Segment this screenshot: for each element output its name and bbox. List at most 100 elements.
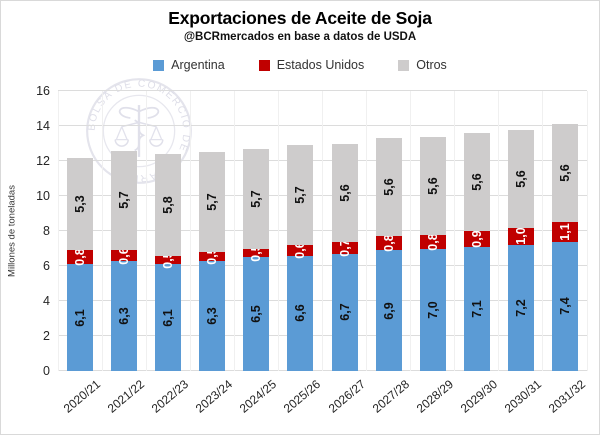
bar-value-label: 6,6 bbox=[293, 304, 308, 322]
x-gridline bbox=[322, 91, 323, 371]
legend-item-argentina: Argentina bbox=[153, 58, 225, 72]
x-gridline bbox=[410, 91, 412, 371]
y-tick-label: 8 bbox=[43, 224, 50, 238]
bar-value-label: 5,6 bbox=[469, 173, 484, 191]
bar-segment-otros: 5,6 bbox=[551, 124, 578, 223]
bar-segment-estados-unidos: 0,8 bbox=[67, 248, 94, 266]
bar-value-label: 5,7 bbox=[293, 186, 308, 204]
bar-value-label: 5,8 bbox=[161, 196, 176, 214]
x-gridline bbox=[277, 91, 279, 371]
y-tick-label: 10 bbox=[36, 189, 50, 203]
bar-value-label: 0,7 bbox=[337, 238, 352, 257]
bar-segment-estados-unidos: 1,1 bbox=[551, 222, 578, 242]
x-axis-label-2020/21: 2020/21 bbox=[60, 377, 104, 416]
bar-value-label: 0,8 bbox=[381, 234, 396, 252]
x-gridline bbox=[233, 91, 235, 371]
bar-segment-estados-unidos: 0,8 bbox=[419, 232, 446, 251]
bar-2021/22: 6,3 0,6 5,7 bbox=[102, 91, 146, 371]
x-gridline bbox=[454, 91, 456, 371]
x-gridline bbox=[542, 91, 544, 371]
bar-segment-argentina: 7,1 bbox=[463, 246, 490, 371]
x-gridline bbox=[101, 91, 103, 371]
bar-value-label: 0,9 bbox=[469, 230, 484, 248]
bar-segment-otros: 5,8 bbox=[155, 154, 182, 256]
x-gridline bbox=[189, 91, 191, 371]
bar-2023/24: 6,3 0,5 5,7 bbox=[190, 91, 234, 371]
bar-segment-argentina: 6,3 bbox=[199, 260, 226, 371]
bar-2020/21: 6,1 0,8 5,3 bbox=[58, 91, 102, 371]
x-axis-label-2027/28: 2027/28 bbox=[369, 377, 412, 416]
bar-value-label: 5,6 bbox=[425, 176, 440, 195]
bar-value-label: 7,4 bbox=[557, 297, 572, 315]
bar-segment-argentina: 6,5 bbox=[243, 257, 270, 371]
x-gridline bbox=[366, 91, 368, 371]
x-axis-label-2028/29: 2028/29 bbox=[413, 377, 456, 416]
bar-segment-otros: 5,6 bbox=[331, 143, 358, 242]
bar-segment-argentina: 6,3 bbox=[111, 260, 138, 371]
legend-label-argentina: Argentina bbox=[171, 58, 225, 72]
bar-value-label: 5,6 bbox=[557, 164, 572, 182]
y-tick-label: 0 bbox=[43, 364, 50, 378]
x-axis-label-2029/30: 2029/30 bbox=[457, 377, 500, 416]
legend-label-otros: Otros bbox=[416, 58, 447, 72]
legend-label-estados-unidos: Estados Unidos bbox=[276, 58, 365, 72]
bar-value-label: 7,2 bbox=[513, 299, 528, 317]
x-axis-label-2023/24: 2023/24 bbox=[193, 377, 236, 416]
x-axis-label-2021/22: 2021/22 bbox=[104, 377, 148, 416]
y-tick-label: 14 bbox=[36, 119, 50, 133]
bar-2025/26: 6,6 0,6 5,7 bbox=[278, 91, 322, 371]
bar-value-label: 7,0 bbox=[425, 301, 440, 319]
chart-title: Exportaciones de Aceite de Soja bbox=[168, 8, 432, 28]
x-gridline bbox=[145, 91, 147, 371]
bar-value-label: 0,8 bbox=[425, 232, 440, 251]
y-tick-label: 12 bbox=[36, 154, 50, 168]
bar-segment-estados-unidos: 0,5 bbox=[155, 251, 182, 269]
bar-segment-estados-unidos: 0,5 bbox=[243, 244, 270, 262]
bar-segment-estados-unidos: 0,5 bbox=[199, 248, 226, 265]
bar-value-label: 1,0 bbox=[513, 227, 528, 245]
bar-value-label: 5,7 bbox=[117, 191, 132, 210]
bar-segment-argentina: 6,9 bbox=[375, 250, 402, 371]
bar-segment-otros: 5,6 bbox=[463, 133, 490, 231]
bar-segment-argentina: 7,4 bbox=[551, 241, 578, 371]
bar-value-label: 5,7 bbox=[249, 189, 264, 208]
x-gridline bbox=[57, 91, 59, 371]
bar-segment-estados-unidos: 0,8 bbox=[375, 234, 402, 252]
legend-swatch-otros bbox=[398, 59, 410, 71]
bar-value-label: 5,6 bbox=[513, 169, 528, 188]
y-gridline bbox=[58, 90, 587, 91]
bar-segment-estados-unidos: 0,9 bbox=[463, 230, 490, 248]
legend: Argentina Estados Unidos Otros bbox=[1, 58, 599, 72]
bar-value-label: 5,6 bbox=[337, 183, 352, 202]
bar-value-label: 6,9 bbox=[381, 301, 396, 320]
bar-segment-otros: 5,6 bbox=[507, 129, 534, 228]
bar-segment-argentina: 7,2 bbox=[507, 245, 534, 371]
x-gridline bbox=[498, 91, 500, 371]
legend-swatch-argentina bbox=[153, 59, 165, 71]
bar-value-label: 6,1 bbox=[161, 308, 176, 327]
y-tick-label: 6 bbox=[43, 259, 50, 273]
bar-2024/25: 6,5 0,5 5,7 bbox=[234, 91, 278, 371]
bar-value-label: 6,5 bbox=[249, 305, 264, 323]
bar-segment-otros: 5,7 bbox=[199, 152, 226, 252]
bar-segment-otros: 5,6 bbox=[419, 136, 446, 235]
bar-2029/30: 7,1 0,9 5,6 bbox=[455, 91, 499, 371]
bar-2030/31: 7,2 1,0 5,6 bbox=[499, 91, 543, 371]
bar-segment-estados-unidos: 0,7 bbox=[331, 238, 358, 257]
x-axis-label-2025/26: 2025/26 bbox=[281, 377, 324, 416]
bar-segment-otros: 5,6 bbox=[375, 138, 402, 237]
bar-value-label: 5,7 bbox=[205, 193, 220, 211]
bar-segment-otros: 5,7 bbox=[287, 145, 314, 245]
bar-segment-otros: 5,7 bbox=[111, 150, 138, 251]
bar-segment-argentina: 6,1 bbox=[67, 264, 94, 371]
y-tick-label: 4 bbox=[43, 294, 50, 308]
bar-value-label: 0,8 bbox=[73, 248, 88, 266]
bar-segment-estados-unidos: 0,6 bbox=[111, 247, 138, 264]
legend-swatch-estados-unidos bbox=[258, 59, 270, 71]
bar-2031/32: 7,4 1,1 5,6 bbox=[543, 91, 587, 371]
bar-value-label: 1,1 bbox=[557, 223, 572, 241]
bar-2026/27: 6,7 0,7 5,6 bbox=[323, 91, 367, 371]
bar-value-label: 6,7 bbox=[337, 303, 352, 322]
bar-segment-argentina: 6,1 bbox=[155, 264, 182, 371]
